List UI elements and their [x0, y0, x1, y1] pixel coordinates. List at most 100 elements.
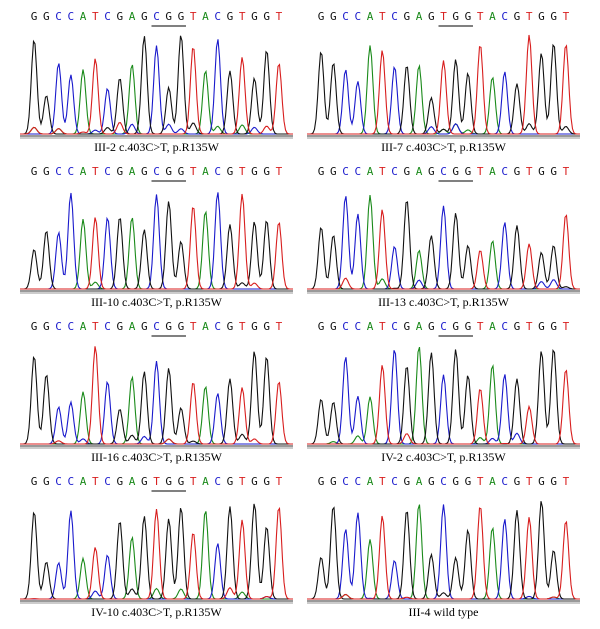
base-call: C: [391, 320, 398, 333]
base-call: T: [563, 475, 570, 488]
base-call: G: [251, 10, 258, 23]
base-call: G: [178, 475, 185, 488]
base-call: T: [92, 475, 99, 488]
base-call: G: [227, 320, 234, 333]
base-call: T: [190, 475, 197, 488]
base-call: A: [367, 165, 374, 178]
base-call: G: [465, 475, 472, 488]
caption: III-13 c.403C>T, p.R135W: [378, 295, 510, 309]
base-call: C: [501, 165, 508, 178]
base-call: G: [452, 165, 459, 178]
base-call: G: [538, 475, 545, 488]
base-call: A: [367, 475, 374, 488]
base-call: T: [190, 165, 197, 178]
base-call: T: [239, 320, 246, 333]
base-call: T: [379, 165, 386, 178]
base-call: A: [80, 10, 87, 23]
base-call: A: [489, 165, 496, 178]
base-call: C: [355, 10, 362, 23]
base-call: A: [416, 320, 423, 333]
base-call: G: [330, 475, 337, 488]
base-call: G: [116, 165, 123, 178]
base-call: T: [276, 165, 283, 178]
base-call: C: [68, 475, 75, 488]
base-call: C: [68, 165, 75, 178]
base-call: G: [550, 165, 557, 178]
base-call: A: [416, 475, 423, 488]
base-call: A: [489, 10, 496, 23]
trace: [307, 504, 580, 600]
trace: [307, 365, 580, 445]
base-call: G: [330, 10, 337, 23]
base-call: G: [318, 320, 325, 333]
base-call: G: [403, 475, 410, 488]
base-call: G: [428, 165, 435, 178]
base-call: T: [526, 475, 533, 488]
base-call: C: [391, 475, 398, 488]
base-call: G: [165, 10, 172, 23]
trace: [20, 193, 293, 290]
base-call: G: [31, 475, 38, 488]
base-call: G: [514, 10, 521, 23]
base-call: G: [465, 10, 472, 23]
trace: [20, 192, 293, 290]
base-call: A: [489, 320, 496, 333]
base-call: G: [428, 320, 435, 333]
base-call: C: [55, 320, 62, 333]
trace: [20, 48, 293, 135]
base-call: G: [141, 165, 148, 178]
base-call: C: [55, 475, 62, 488]
base-call: G: [428, 475, 435, 488]
base-call: G: [116, 475, 123, 488]
base-call: A: [80, 320, 87, 333]
base-call: G: [251, 320, 258, 333]
base-call: A: [129, 320, 136, 333]
base-call: C: [68, 320, 75, 333]
base-call: C: [342, 10, 349, 23]
base-call: C: [153, 165, 160, 178]
base-call: C: [391, 10, 398, 23]
base-call: A: [489, 475, 496, 488]
base-call: C: [68, 10, 75, 23]
base-call: C: [214, 475, 221, 488]
base-call: T: [477, 10, 484, 23]
trace: [20, 506, 293, 600]
base-call: G: [178, 10, 185, 23]
base-call: G: [514, 475, 521, 488]
base-call: G: [165, 320, 172, 333]
trace: [20, 361, 293, 445]
base-call: C: [355, 165, 362, 178]
chromatogram-panel: G G C C A T C G A G T G G T A C G T G G TIV-10 c.403C>T, p.R…: [20, 475, 293, 619]
chromatogram-panel: G G C C A T C G A G C G G T A C G T G G TIV-2 c.403C>T, p.R1…: [307, 320, 580, 464]
base-call: C: [55, 165, 62, 178]
base-call: T: [239, 165, 246, 178]
base-call: T: [239, 475, 246, 488]
base-call: C: [391, 165, 398, 178]
base-call: A: [80, 165, 87, 178]
base-call: T: [526, 320, 533, 333]
base-call: G: [318, 165, 325, 178]
base-call: A: [202, 475, 209, 488]
trace: [307, 34, 580, 135]
base-call: C: [153, 10, 160, 23]
base-call: G: [330, 320, 337, 333]
caption: III-10 c.403C>T, p.R135W: [91, 295, 223, 309]
base-call: G: [263, 320, 270, 333]
base-call: T: [379, 320, 386, 333]
base-call: T: [563, 165, 570, 178]
base-call: C: [342, 320, 349, 333]
base-call: G: [263, 10, 270, 23]
base-call: A: [129, 10, 136, 23]
base-call: C: [214, 10, 221, 23]
base-call: G: [43, 475, 50, 488]
base-call: G: [514, 165, 521, 178]
trace: [307, 348, 580, 445]
base-call: G: [31, 165, 38, 178]
base-call: G: [550, 475, 557, 488]
caption: III-7 c.403C>T, p.R135W: [381, 140, 507, 154]
